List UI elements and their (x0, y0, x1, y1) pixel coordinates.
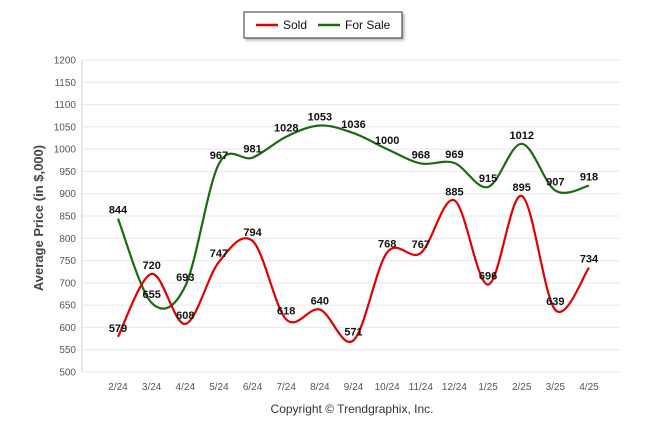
y-tick-label: 650 (59, 301, 76, 312)
y-tick-label: 950 (59, 167, 76, 178)
x-tick-label: 11/24 (409, 382, 434, 393)
x-tick-label: 3/25 (546, 382, 566, 393)
data-label-sold: 794 (243, 227, 262, 239)
x-tick-label: 2/25 (512, 382, 532, 393)
data-label-sold: 768 (378, 239, 396, 251)
y-tick-label: 1150 (54, 78, 76, 89)
data-label-sold: 618 (277, 305, 295, 317)
data-label-for-sale: 969 (445, 149, 463, 161)
grid-lines (81, 59, 620, 373)
x-tick-label: 2/24 (108, 382, 128, 393)
y-tick-label: 600 (59, 323, 76, 334)
x-tick-label: 4/25 (579, 382, 599, 393)
series-lines (116, 124, 590, 344)
x-tick-label: 7/24 (276, 382, 296, 393)
data-label-for-sale: 967 (210, 150, 228, 162)
legend-label-for-sale: For Sale (345, 18, 391, 32)
x-tick-label: 10/24 (375, 382, 400, 393)
legend-label-sold: Sold (283, 18, 307, 32)
y-tick-label: 1100 (54, 100, 76, 111)
data-label-sold: 571 (344, 326, 362, 338)
data-label-sold: 579 (109, 323, 127, 335)
y-tick-label: 1050 (54, 122, 77, 133)
data-label-sold: 696 (479, 271, 497, 283)
data-label-for-sale: 1000 (375, 135, 399, 147)
y-tick-label: 1000 (54, 145, 77, 156)
series-line-for-sale (116, 124, 590, 310)
data-label-sold: 640 (311, 296, 329, 308)
y-tick-label: 500 (59, 368, 76, 379)
y-tick-label: 550 (59, 345, 76, 356)
series-line-sold (117, 194, 590, 344)
data-label-sold: 767 (412, 239, 430, 251)
data-label-sold: 734 (580, 254, 599, 266)
x-tick-label: 3/24 (142, 382, 162, 393)
x-tick-label: 1/25 (478, 382, 498, 393)
x-tick-label: 6/24 (243, 382, 263, 393)
y-tick-label: 750 (59, 256, 76, 267)
y-tick-label: 1200 (54, 56, 77, 67)
data-label-for-sale: 655 (142, 289, 160, 301)
data-label-sold: 639 (546, 296, 564, 308)
data-labels: 579 720 608 747 794 618 640 571 768 767 885 696 895 6… (109, 112, 599, 339)
y-tick-label: 800 (59, 234, 76, 245)
data-label-sold: 720 (142, 260, 160, 272)
data-label-for-sale: 693 (176, 272, 194, 284)
data-label-for-sale: 968 (412, 149, 430, 161)
x-axis-ticks: 2/24 3/24 4/24 5/24 6/24 7/24 8/24 9/24 10/24 11/… (108, 382, 599, 393)
data-label-for-sale: 981 (243, 144, 261, 156)
data-label-for-sale: 1053 (308, 112, 332, 124)
y-tick-label: 900 (59, 189, 76, 200)
y-tick-label: 850 (59, 212, 76, 223)
x-tick-label: 4/24 (176, 382, 196, 393)
data-label-for-sale: 918 (580, 172, 598, 184)
data-label-sold: 747 (210, 248, 228, 260)
data-label-for-sale: 844 (109, 205, 128, 217)
x-tick-label: 8/24 (310, 382, 330, 393)
data-label-for-sale: 907 (546, 177, 564, 189)
data-label-sold: 885 (445, 186, 463, 198)
data-label-for-sale: 1028 (274, 123, 298, 135)
y-tick-label: 700 (59, 278, 76, 289)
copyright-footer: Copyright © Trendgraphix, Inc. (271, 402, 434, 416)
x-tick-label: 9/24 (344, 382, 364, 393)
y-axis-label: Average Price (in $,000) (31, 145, 46, 291)
data-label-for-sale: 915 (479, 173, 497, 185)
data-label-for-sale: 1012 (509, 130, 533, 142)
data-label-for-sale: 1036 (341, 119, 365, 131)
x-tick-label: 12/24 (442, 382, 467, 393)
legend: Sold For Sale (243, 11, 403, 39)
data-label-sold: 608 (176, 310, 194, 322)
y-axis-ticks: 500 550 600 650 700 750 800 850 900 950 1000 1050 11… (54, 56, 77, 379)
data-label-sold: 895 (513, 182, 531, 194)
x-tick-label: 5/24 (209, 382, 229, 393)
